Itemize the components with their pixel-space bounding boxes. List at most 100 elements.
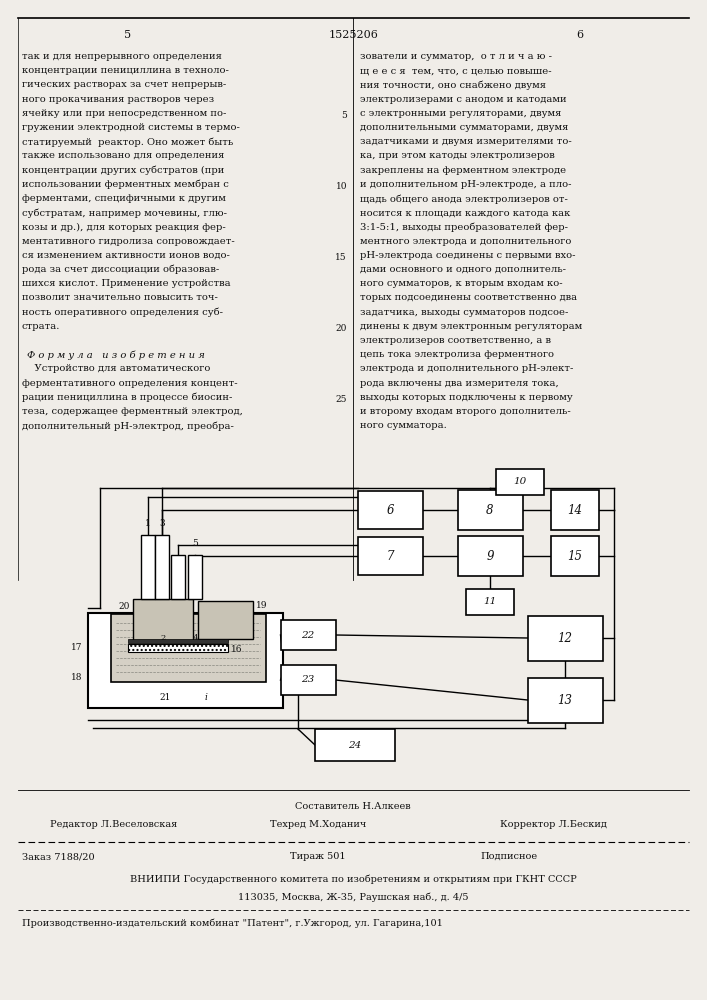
Text: 6: 6 (386, 504, 394, 516)
Bar (141, 535, 155, 599)
Text: Производственно-издательский комбинат "Патент", г.Ужгород, ул. Гагарина,101: Производственно-издательский комбинат "П… (22, 918, 443, 928)
Text: 16: 16 (231, 646, 243, 654)
Text: 4: 4 (192, 634, 198, 642)
Text: Редактор Л.Веселовская: Редактор Л.Веселовская (50, 820, 177, 829)
Text: также использовано для определения: также использовано для определения (22, 151, 224, 160)
Text: 1: 1 (145, 519, 151, 528)
Text: 15: 15 (335, 253, 347, 262)
Text: ка, при этом катоды электролизеров: ка, при этом катоды электролизеров (360, 151, 555, 160)
Text: Составитель Н.Алкеев: Составитель Н.Алкеев (296, 802, 411, 811)
Text: ность оперативного определения суб-: ность оперативного определения суб- (22, 308, 223, 317)
Text: 22: 22 (301, 631, 315, 640)
Text: выходы которых подключены к первому: выходы которых подключены к первому (360, 393, 573, 402)
Text: ся изменением активности ионов водо-: ся изменением активности ионов водо- (22, 251, 230, 260)
Text: 11: 11 (484, 597, 496, 606)
Text: Техред М.Ходанич: Техред М.Ходанич (270, 820, 366, 829)
Text: ферментативного определения концент-: ферментативного определения концент- (22, 379, 238, 388)
Text: и второму входам второго дополнитель-: и второму входам второго дополнитель- (360, 407, 571, 416)
Text: щ е е с я  тем, что, с целью повыше-: щ е е с я тем, что, с целью повыше- (360, 66, 551, 75)
Text: рации пенициллина в процессе биосин-: рации пенициллина в процессе биосин- (22, 393, 233, 402)
Text: 3: 3 (159, 519, 165, 528)
Text: pH-электрода соединены с первыми вхо-: pH-электрода соединены с первыми вхо- (360, 251, 575, 260)
Text: и дополнительном pH-электроде, а пло-: и дополнительном pH-электроде, а пло- (360, 180, 571, 189)
Text: 20: 20 (336, 324, 347, 333)
Bar (315, 729, 395, 761)
Bar (457, 490, 522, 530)
Bar (128, 644, 228, 652)
Bar (197, 601, 252, 639)
Text: динены к двум электронным регуляторам: динены к двум электронным регуляторам (360, 322, 583, 331)
Text: 21: 21 (159, 693, 170, 702)
Text: электролизерами с анодом и катодами: электролизерами с анодом и катодами (360, 95, 566, 104)
Text: 5: 5 (124, 30, 131, 40)
Text: Подписное: Подписное (480, 852, 537, 861)
Text: 5: 5 (341, 111, 347, 120)
Text: страта.: страта. (22, 322, 60, 331)
Text: ния точности, оно снабжено двумя: ния точности, оно снабжено двумя (360, 80, 546, 90)
Text: гружении электродной системы в термо-: гружении электродной системы в термо- (22, 123, 240, 132)
Text: 1525206: 1525206 (329, 30, 378, 40)
Text: щадь общего анода электролизеров от-: щадь общего анода электролизеров от- (360, 194, 568, 204)
Text: ментативного гидролиза сопровождает-: ментативного гидролиза сопровождает- (22, 237, 235, 246)
Text: 3:1-5:1, выходы преобразователей фер-: 3:1-5:1, выходы преобразователей фер- (360, 222, 568, 232)
Text: позволит значительно повысить точ-: позволит значительно повысить точ- (22, 293, 218, 302)
Text: 5: 5 (192, 539, 198, 548)
Bar (188, 555, 202, 599)
Text: Тираж 501: Тираж 501 (290, 852, 346, 861)
Bar (358, 491, 423, 529)
Bar (551, 536, 599, 576)
Text: Корректор Л.Бескид: Корректор Л.Бескид (500, 820, 607, 829)
Text: концентрации пенициллина в техноло-: концентрации пенициллина в техноло- (22, 66, 229, 75)
Text: 7: 7 (386, 550, 394, 562)
Text: цепь тока электролиза ферментного: цепь тока электролиза ферментного (360, 350, 554, 359)
Bar (358, 537, 423, 575)
Bar (496, 469, 544, 495)
Bar (551, 490, 599, 530)
Text: Устройство для автоматического: Устройство для автоматического (22, 364, 211, 373)
Bar (88, 612, 283, 708)
Text: торых подсоединены соответственно два: торых подсоединены соответственно два (360, 293, 577, 302)
Text: дами основного и одного дополнитель-: дами основного и одного дополнитель- (360, 265, 566, 274)
Text: дополнительными сумматорами, двумя: дополнительными сумматорами, двумя (360, 123, 568, 132)
Text: теза, содержащее ферментный электрод,: теза, содержащее ферментный электрод, (22, 407, 243, 416)
Text: субстратам, например мочевины, глю-: субстратам, например мочевины, глю- (22, 208, 227, 218)
Bar (128, 639, 228, 643)
Text: дополнительный pH-электрод, преобра-: дополнительный pH-электрод, преобра- (22, 421, 234, 431)
Text: рода включены два измерителя тока,: рода включены два измерителя тока, (360, 379, 559, 388)
Bar (466, 589, 514, 615)
Text: Ф о р м у л а   и з о б р е т е н и я: Ф о р м у л а и з о б р е т е н и я (27, 350, 205, 360)
Text: 18: 18 (71, 674, 83, 682)
Text: закреплены на ферментном электроде: закреплены на ферментном электроде (360, 166, 566, 175)
Text: ячейку или при непосредственном по-: ячейку или при непосредственном по- (22, 109, 226, 118)
Text: 25: 25 (336, 395, 347, 404)
Text: 8: 8 (486, 504, 493, 516)
Text: концентрации других субстратов (при: концентрации других субстратов (при (22, 166, 224, 175)
Text: рода за счет диссоциации образовав-: рода за счет диссоциации образовав- (22, 265, 219, 274)
Text: 19: 19 (255, 601, 267, 610)
Text: Заказ 7188/20: Заказ 7188/20 (22, 852, 95, 861)
Bar (457, 536, 522, 576)
Text: 14: 14 (568, 504, 583, 516)
Text: i: i (205, 693, 208, 702)
Text: 113035, Москва, Ж-35, Раушская наб., д. 4/5: 113035, Москва, Ж-35, Раушская наб., д. … (238, 892, 468, 902)
Bar (281, 665, 336, 695)
Text: с электронными регуляторами, двумя: с электронными регуляторами, двумя (360, 109, 561, 118)
Text: задатчика, выходы сумматоров подсое-: задатчика, выходы сумматоров подсое- (360, 308, 568, 317)
Bar (133, 599, 193, 641)
Text: 23: 23 (301, 676, 315, 684)
Text: 20: 20 (119, 602, 130, 611)
Text: ного сумматора.: ного сумматора. (360, 421, 447, 430)
Text: задатчиками и двумя измерителями то-: задатчиками и двумя измерителями то- (360, 137, 572, 146)
Text: использовании ферментных мембран с: использовании ферментных мембран с (22, 180, 229, 189)
Bar (110, 614, 266, 682)
Text: статируемый  реактор. Оно может быть: статируемый реактор. Оно может быть (22, 137, 233, 147)
Text: ного сумматоров, к вторым входам ко-: ного сумматоров, к вторым входам ко- (360, 279, 563, 288)
Text: ного прокачивания растворов через: ного прокачивания растворов через (22, 95, 214, 104)
Text: шихся кислот. Применение устройства: шихся кислот. Применение устройства (22, 279, 230, 288)
Text: 2: 2 (160, 634, 165, 642)
Text: 10: 10 (336, 182, 347, 191)
Bar (155, 535, 169, 599)
Text: козы и др.), для которых реакция фер-: козы и др.), для которых реакция фер- (22, 222, 226, 232)
Bar (171, 555, 185, 599)
Text: 6: 6 (576, 30, 583, 40)
